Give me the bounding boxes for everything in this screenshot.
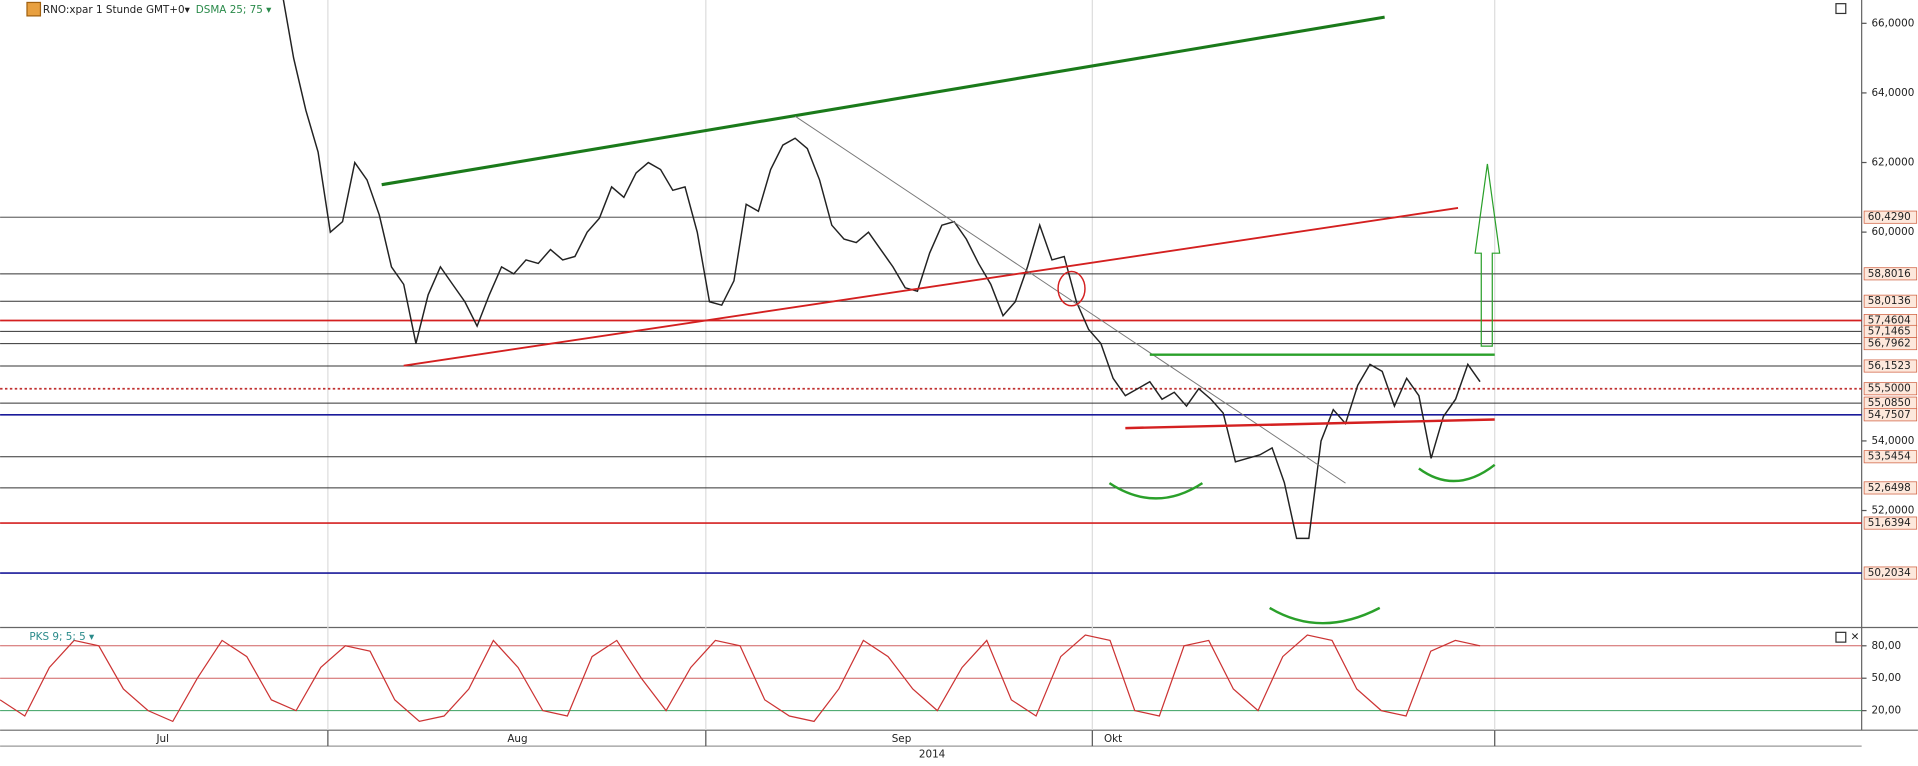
y-tick-label: 20,00 [1871,705,1901,717]
level-label-box [1863,294,1918,308]
maximize-button[interactable] [1835,631,1847,643]
x-tick-label: Jul [155,733,169,745]
y-tick-label: 64,0000 [1871,87,1914,99]
x-tick-label: Sep [892,733,912,745]
level-label: 58,0136 [1868,295,1911,307]
level-label-box [1863,481,1918,495]
chart-title[interactable]: RNO:xpar 1 Stunde GMT+0▾ [43,4,191,16]
y-tick-label: 50,00 [1871,672,1901,684]
indicator-label[interactable]: DSMA 25; 75 ▾ [196,4,272,16]
y-tick-label: 62,0000 [1871,157,1914,169]
level-label: 55,0850 [1868,397,1911,409]
symbol-icon[interactable] [26,1,42,17]
level-label: 50,2034 [1868,567,1911,579]
level-label: 60,4290 [1868,211,1911,223]
level-label: 56,7962 [1868,338,1911,350]
y-tick-label: 60,0000 [1871,226,1914,238]
level-label: 57,1465 [1868,325,1911,337]
y-tick-label: 54,0000 [1871,435,1914,447]
level-label: 54,7507 [1868,409,1911,421]
level-label-box [1863,566,1918,580]
annotations [381,15,1501,625]
level-label-box [1863,408,1918,422]
level-label: 55,5000 [1868,383,1911,395]
level-label-box [1863,516,1918,530]
level-label-box [1863,210,1918,224]
level-label: 51,6394 [1868,517,1911,529]
level-label: 56,1523 [1868,360,1911,372]
year-label: 2014 [919,749,946,761]
level-label: 58,8016 [1868,268,1911,280]
y-tick-label: 80,00 [1871,640,1901,652]
x-tick-label: Okt [1104,733,1122,745]
y-tick-label: 52,0000 [1871,505,1914,517]
y-tick-label: 66,0000 [1871,17,1914,29]
level-label-box [1863,267,1918,281]
month-separator [327,730,1496,747]
level-label: 53,5454 [1868,451,1911,463]
close-button[interactable]: ✕ [1851,631,1860,643]
level-label-box [1863,359,1918,373]
x-tick-label: Aug [507,733,527,745]
maximize-button[interactable] [1835,3,1847,15]
level-label: 57,4604 [1868,315,1911,327]
oscillator-line [0,634,1481,723]
level-label-box [1863,337,1918,351]
level-label-box [1863,450,1918,464]
price-line [282,0,1481,540]
month-grid [327,0,1496,731]
level-label: 52,6498 [1868,482,1911,494]
level-label-box [1863,382,1918,396]
indicator-label[interactable]: PKS 9; 5; 5 ▾ [29,631,95,643]
